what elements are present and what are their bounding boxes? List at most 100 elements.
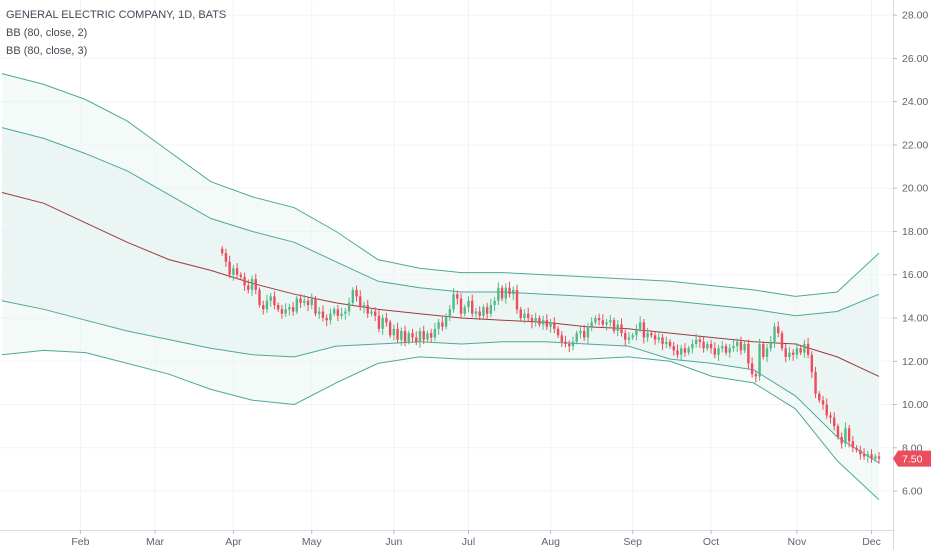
- candle-body: [456, 294, 459, 299]
- candle-body: [594, 318, 597, 323]
- candle-body: [769, 341, 772, 349]
- candle-body: [564, 341, 567, 344]
- candle-body: [874, 456, 877, 459]
- candle-body: [508, 287, 511, 295]
- candle-body: [254, 279, 257, 290]
- bollinger-bands: [1, 73, 880, 501]
- candle-body: [332, 309, 336, 314]
- y-tick-label: 10.00: [902, 399, 928, 411]
- candlesticks: [220, 246, 881, 464]
- candle-body: [810, 354, 814, 373]
- candle-body: [471, 300, 474, 314]
- candle-body: [310, 298, 313, 306]
- candle-body: [400, 330, 403, 340]
- candle-body: [504, 287, 508, 299]
- candle-body: [415, 337, 418, 342]
- bb-indicator-3std-label[interactable]: BB (80, close, 3): [6, 45, 88, 57]
- candle-body: [534, 318, 537, 323]
- candle-body: [459, 298, 463, 314]
- candle-body: [485, 307, 489, 314]
- candle-body: [336, 309, 340, 316]
- y-tick-label: 12.00: [902, 356, 928, 368]
- candle-body: [441, 322, 444, 327]
- candle-body: [739, 341, 743, 351]
- x-tick-label: Jun: [385, 536, 402, 548]
- candle-body: [773, 326, 776, 342]
- candle-body: [478, 311, 481, 316]
- candle-body: [426, 333, 429, 340]
- candle-body: [306, 300, 310, 306]
- candle-body: [698, 339, 702, 342]
- candle-body: [269, 296, 272, 301]
- candle-body: [362, 305, 366, 308]
- last-price-label: 7.50: [902, 453, 923, 465]
- candle-body: [743, 343, 746, 351]
- candle-body: [877, 456, 881, 459]
- candle-body: [355, 289, 358, 297]
- candle-body: [347, 302, 351, 312]
- candle-body: [694, 339, 698, 344]
- candle-body: [687, 348, 690, 353]
- candle-body: [624, 333, 627, 340]
- candle-body: [568, 343, 571, 347]
- candle-body: [239, 274, 243, 277]
- candle-body: [840, 436, 843, 444]
- candle-body: [385, 318, 388, 323]
- x-tick-label: Apr: [225, 536, 242, 548]
- candle-body: [814, 372, 817, 394]
- last-price-tag: [893, 450, 931, 467]
- candle-body: [668, 341, 672, 347]
- candle-body: [366, 305, 369, 314]
- candle-body: [541, 320, 545, 325]
- candle-body: [836, 426, 840, 437]
- candle-body: [340, 313, 343, 316]
- candle-body: [762, 343, 765, 357]
- candle-body: [527, 313, 530, 318]
- candle-body: [691, 343, 694, 349]
- candle-body: [489, 305, 493, 314]
- candle-body: [444, 315, 448, 327]
- x-tick-label: Aug: [541, 536, 560, 548]
- bb-indicator-2std-label[interactable]: BB (80, close, 2): [6, 27, 88, 39]
- candle-body: [609, 320, 612, 323]
- candle-body: [497, 287, 500, 301]
- candle-body: [556, 328, 560, 336]
- candle-body: [411, 333, 414, 338]
- candle-body: [407, 333, 410, 342]
- candle-body: [370, 311, 373, 314]
- y-tick-label: 22.00: [902, 139, 928, 151]
- candle-body: [288, 307, 291, 310]
- candle-body: [833, 417, 836, 427]
- candle-body: [250, 279, 254, 290]
- candle-body: [232, 268, 235, 275]
- candle-body: [344, 311, 347, 314]
- candle-body: [758, 343, 761, 377]
- candle-body: [620, 324, 623, 334]
- candle-body: [377, 315, 381, 329]
- candle-body: [597, 318, 601, 321]
- bb2-upper-line: [1, 127, 880, 317]
- candle-body: [829, 415, 832, 418]
- candle-body: [560, 335, 563, 342]
- candle-body: [851, 441, 855, 448]
- candle-body: [642, 322, 646, 338]
- candle-body: [676, 350, 679, 355]
- candle-body: [429, 333, 433, 338]
- symbol-title[interactable]: GENERAL ELECTRIC COMPANY, 1D, BATS: [6, 9, 227, 21]
- candle-body: [635, 328, 638, 336]
- y-tick-label: 20.00: [902, 183, 928, 195]
- candle-body: [579, 330, 582, 334]
- candle-body: [243, 276, 246, 286]
- candle-body: [706, 343, 709, 349]
- y-tick-label: 24.00: [902, 96, 928, 108]
- candle-body: [672, 346, 675, 351]
- bb3-fill: [2, 73, 879, 500]
- x-tick-label: Feb: [71, 536, 89, 548]
- candle-body: [571, 341, 575, 347]
- candle-body: [433, 328, 437, 338]
- candle-body: [273, 296, 276, 306]
- candle-body: [325, 318, 328, 321]
- candle-body: [721, 346, 724, 349]
- candle-body: [777, 326, 780, 334]
